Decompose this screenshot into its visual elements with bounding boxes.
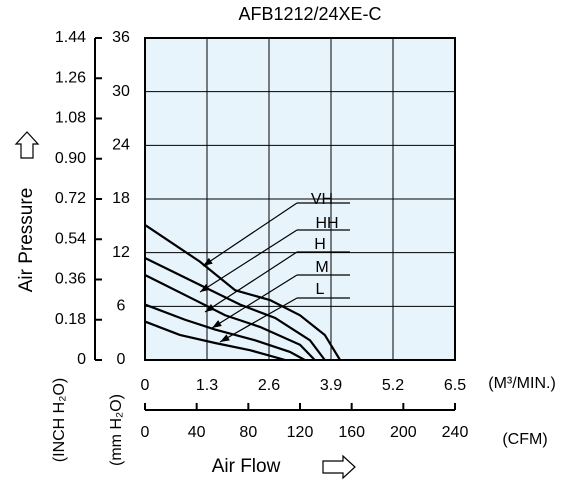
series-label: HH (315, 215, 338, 232)
x-tick-label: 2.6 (258, 377, 280, 394)
y-tick-label: 12 (112, 244, 130, 261)
series-label: L (316, 281, 325, 298)
y2-tick-label: 1.26 (55, 69, 86, 86)
y2-tick-label: 0.72 (55, 190, 86, 207)
y2-tick-label: 0.18 (55, 311, 86, 328)
x-tick-label: 1.3 (196, 377, 218, 394)
y-tick-label: 18 (112, 190, 130, 207)
y2-tick-label: 1.44 (55, 29, 86, 46)
x-unit: (M³/MIN.) (488, 375, 556, 392)
x2-tick-label: 240 (442, 424, 469, 441)
y2-tick-label: 0.36 (55, 271, 86, 288)
leader-line (202, 202, 298, 267)
x2-tick-label: 40 (188, 424, 206, 441)
y2-unit: (INCH H₂O) (51, 378, 68, 462)
up-arrow (14, 131, 40, 159)
x-tick-label: 6.5 (444, 377, 466, 394)
x-tick-label: 3.9 (320, 377, 342, 394)
x2-unit: (CFM) (502, 431, 547, 448)
x-tick-label: 0 (141, 377, 150, 394)
leader-line (199, 229, 298, 293)
y-tick-label: 36 (112, 29, 130, 46)
arrow-head (203, 257, 213, 266)
right-arrow (322, 454, 356, 480)
y-tick-label: 0 (117, 351, 126, 368)
leader-line (211, 274, 298, 329)
y-unit: (mm H₂O) (108, 394, 125, 466)
y2-tick-label: 0.90 (55, 150, 86, 167)
series-label: H (314, 236, 326, 253)
chart-title: AFB1212/24XE-C (238, 4, 381, 24)
x2-tick-label: 0 (141, 424, 150, 441)
arrow-head (220, 334, 230, 342)
series-label: M (315, 259, 328, 276)
curve (144, 257, 326, 361)
y2-tick-label: 1.08 (55, 110, 86, 127)
plot-border (144, 37, 456, 361)
y-tick-label: 30 (112, 83, 130, 100)
leader-line (204, 251, 298, 313)
y-tick-label: 24 (112, 137, 130, 154)
x2-tick-label: 160 (338, 424, 365, 441)
arrow-head (200, 284, 210, 292)
curve (144, 274, 316, 361)
curve (144, 320, 286, 362)
x-axis-title: Air Flow (212, 456, 281, 477)
y-tick-label: 6 (117, 298, 126, 315)
x2-tick-label: 120 (287, 424, 314, 441)
x2-tick-label: 200 (390, 424, 417, 441)
y-axis-title: Air Pressure (16, 188, 37, 293)
arrow-head (205, 303, 215, 312)
series-label: VH (311, 191, 333, 208)
leader-line (219, 297, 298, 343)
arrow-head (212, 320, 222, 328)
y2-tick-label: 0 (77, 351, 86, 368)
curve (144, 303, 306, 361)
curve (144, 224, 342, 361)
x-tick-label: 5.2 (382, 377, 404, 394)
x2-tick-label: 80 (239, 424, 257, 441)
y2-tick-label: 0.54 (55, 230, 86, 247)
